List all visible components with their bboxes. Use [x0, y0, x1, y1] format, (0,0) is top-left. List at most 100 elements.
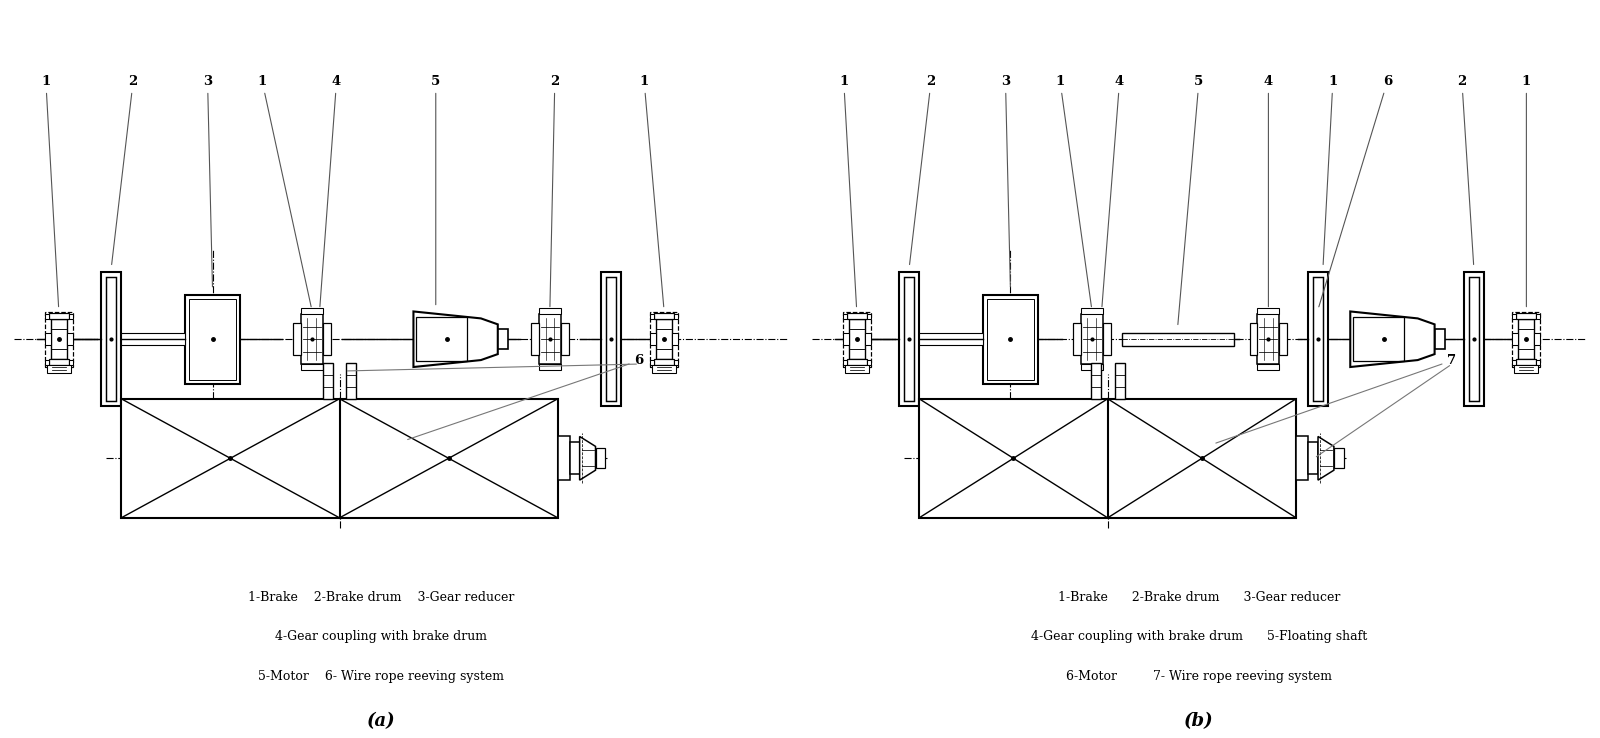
Bar: [1512, 359, 1517, 365]
Bar: [602, 272, 621, 406]
Bar: [531, 323, 539, 355]
Text: 1-Brake    2-Brake drum    3-Gear reducer: 1-Brake 2-Brake drum 3-Gear reducer: [248, 590, 514, 604]
Bar: [1102, 323, 1110, 355]
Bar: [846, 359, 867, 365]
Text: 1: 1: [1056, 75, 1091, 307]
Bar: [654, 359, 674, 365]
Bar: [50, 314, 69, 320]
Polygon shape: [413, 311, 498, 367]
Bar: [650, 314, 654, 319]
Text: 6: 6: [408, 354, 643, 440]
Bar: [50, 359, 69, 365]
Bar: [1082, 364, 1102, 370]
Text: 1-Brake      2-Brake drum      3-Gear reducer: 1-Brake 2-Brake drum 3-Gear reducer: [1058, 590, 1341, 604]
Bar: [1517, 359, 1536, 365]
Bar: [1512, 312, 1541, 367]
Bar: [51, 320, 67, 359]
Bar: [1082, 314, 1102, 364]
Bar: [1309, 272, 1328, 406]
Bar: [323, 323, 331, 355]
Bar: [867, 359, 870, 365]
Bar: [1258, 364, 1280, 370]
Text: (b): (b): [1184, 712, 1214, 730]
Bar: [1512, 334, 1518, 345]
Bar: [45, 359, 50, 365]
Text: 2: 2: [1458, 75, 1474, 264]
Bar: [1354, 317, 1403, 361]
Bar: [189, 299, 235, 380]
Bar: [843, 359, 846, 365]
Text: 1: 1: [838, 75, 856, 307]
Text: 3: 3: [203, 75, 213, 287]
Text: 2: 2: [550, 75, 560, 307]
Bar: [1258, 314, 1280, 364]
Bar: [1469, 277, 1478, 401]
Polygon shape: [1350, 311, 1435, 367]
Text: 1: 1: [640, 75, 664, 307]
Bar: [570, 442, 579, 475]
Bar: [845, 365, 869, 373]
Bar: [69, 359, 72, 365]
Text: 2: 2: [112, 75, 138, 264]
Bar: [1280, 323, 1288, 355]
Bar: [653, 365, 675, 373]
Bar: [864, 334, 870, 345]
Bar: [301, 308, 323, 314]
Bar: [674, 359, 678, 365]
Text: 5: 5: [1178, 75, 1203, 325]
Bar: [560, 323, 568, 355]
Bar: [1309, 442, 1318, 475]
Bar: [595, 449, 605, 468]
Bar: [347, 363, 357, 399]
Text: 5: 5: [430, 75, 440, 305]
Bar: [46, 365, 70, 373]
Text: 1: 1: [1522, 75, 1531, 307]
Bar: [122, 399, 558, 518]
Text: 4-Gear coupling with brake drum: 4-Gear coupling with brake drum: [275, 630, 486, 644]
Bar: [1536, 314, 1541, 319]
Bar: [650, 359, 654, 365]
Bar: [1512, 314, 1517, 319]
Bar: [1464, 272, 1483, 406]
Bar: [656, 320, 672, 359]
Bar: [45, 314, 50, 319]
Text: 4-Gear coupling with brake drum      5-Floating shaft: 4-Gear coupling with brake drum 5-Floati…: [1030, 630, 1366, 644]
Bar: [982, 294, 1038, 384]
Polygon shape: [1318, 436, 1334, 480]
Bar: [539, 308, 560, 314]
Bar: [672, 334, 678, 345]
Bar: [918, 334, 982, 345]
Bar: [539, 364, 560, 370]
Bar: [987, 299, 1034, 380]
Bar: [650, 334, 656, 345]
Bar: [1258, 308, 1280, 314]
Bar: [918, 399, 1296, 518]
Bar: [606, 277, 616, 401]
Bar: [1518, 320, 1534, 359]
Bar: [45, 334, 51, 345]
Bar: [301, 364, 323, 370]
Bar: [186, 294, 240, 384]
Bar: [1082, 308, 1102, 314]
Bar: [650, 312, 678, 367]
Bar: [1515, 365, 1538, 373]
Bar: [674, 314, 678, 319]
Bar: [539, 314, 560, 364]
Text: (a): (a): [366, 712, 395, 730]
Bar: [106, 277, 117, 401]
Bar: [45, 312, 72, 367]
Bar: [293, 323, 301, 355]
Text: 3: 3: [1002, 75, 1010, 287]
Bar: [899, 272, 918, 406]
Text: 1: 1: [42, 75, 59, 307]
Text: 5-Motor    6- Wire rope reeving system: 5-Motor 6- Wire rope reeving system: [258, 670, 504, 683]
Bar: [558, 436, 570, 480]
Polygon shape: [579, 436, 595, 480]
Bar: [1334, 449, 1344, 468]
Bar: [323, 363, 333, 399]
Bar: [1534, 334, 1541, 345]
Bar: [1115, 363, 1125, 399]
Bar: [1435, 329, 1445, 349]
Bar: [122, 334, 186, 345]
Bar: [1074, 323, 1082, 355]
